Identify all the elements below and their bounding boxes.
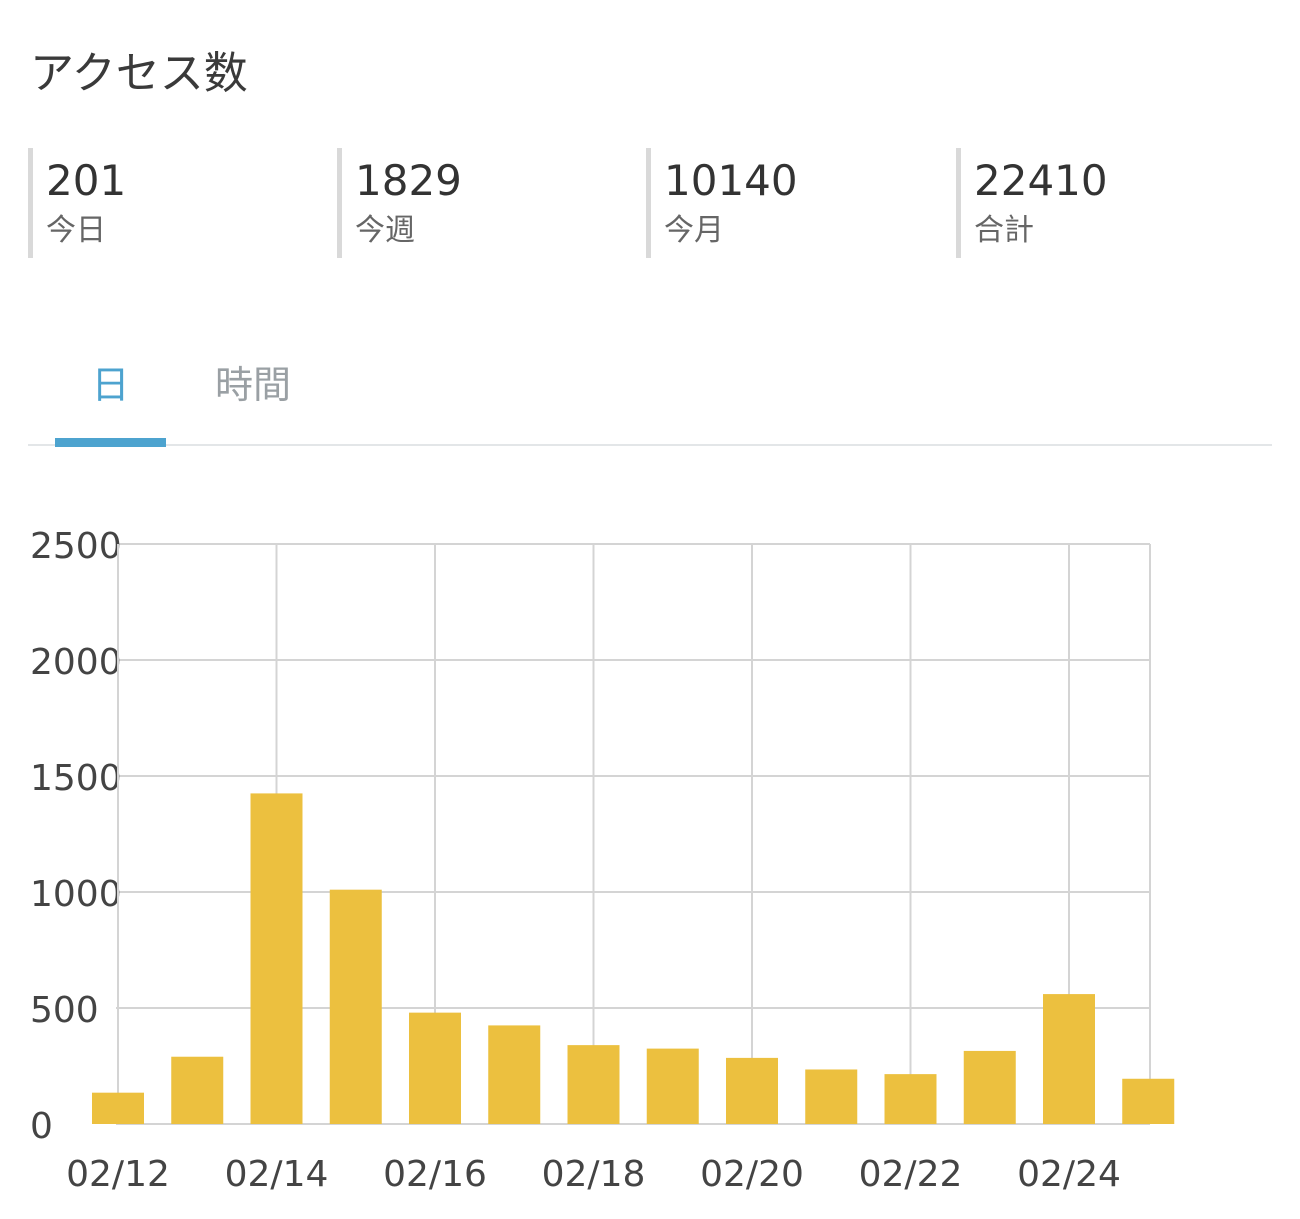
y-tick-label: 1500 [30, 758, 122, 799]
bar-02/13 [171, 1056, 224, 1124]
tab-day[interactable]: 日 [55, 352, 166, 447]
bar-02/18 [567, 1045, 620, 1124]
access-bar-chart: 0 500 1000 1500 2000 2500 02/12 02/14 02/16 02/18… [30, 526, 1175, 1195]
bar-02/24 [1043, 994, 1095, 1124]
x-tick-label: 02/20 [700, 1154, 804, 1195]
y-tick-label: 1000 [30, 874, 122, 915]
bar-02/25 [1122, 1078, 1175, 1124]
bar-02/19 [646, 1048, 699, 1124]
stat-total: 22410 合計 [956, 148, 1256, 258]
x-tick-label: 02/12 [66, 1154, 170, 1195]
bar-02/14 [250, 793, 303, 1124]
stat-today-value: 201 [46, 156, 127, 205]
stat-week-value: 1829 [355, 156, 462, 205]
x-tick-label: 02/22 [859, 1154, 963, 1195]
x-tick-label: 02/16 [383, 1154, 487, 1195]
x-tick-label: 02/24 [1017, 1154, 1121, 1195]
tab-hour[interactable]: 時間 [214, 363, 291, 407]
bar-02/16 [409, 1012, 461, 1124]
x-tick-label: 02/18 [542, 1154, 646, 1195]
bar-02/15 [329, 889, 382, 1124]
stat-month: 10140 今月 [646, 148, 946, 258]
stat-today-label: 今日 [46, 213, 106, 248]
bar-02/12 [92, 1092, 144, 1124]
period-tabs: 日 時間 [28, 352, 1272, 447]
stat-today: 201 今日 [28, 148, 328, 258]
y-tick-label: 2000 [30, 642, 122, 683]
bar-02/23 [963, 1050, 1016, 1124]
stat-total-label: 合計 [974, 213, 1034, 248]
y-tick-label: 0 [30, 1106, 53, 1147]
stat-month-label: 今月 [664, 213, 724, 248]
bar-02/17 [488, 1025, 541, 1124]
stat-month-value: 10140 [664, 156, 798, 205]
x-tick-label: 02/14 [225, 1154, 329, 1195]
bar-02/22 [884, 1074, 937, 1124]
page-title: アクセス数 [30, 48, 248, 99]
y-tick-label: 2500 [30, 526, 122, 567]
bar-02/20 [726, 1057, 778, 1124]
stat-total-value: 22410 [974, 156, 1108, 205]
bar-02/21 [805, 1069, 858, 1124]
stat-week-label: 今週 [355, 213, 415, 248]
stats-row: 201 今日 1829 今週 10140 今月 22410 合計 [0, 148, 1300, 260]
y-tick-label: 500 [30, 990, 99, 1031]
stat-week: 1829 今週 [337, 148, 637, 258]
